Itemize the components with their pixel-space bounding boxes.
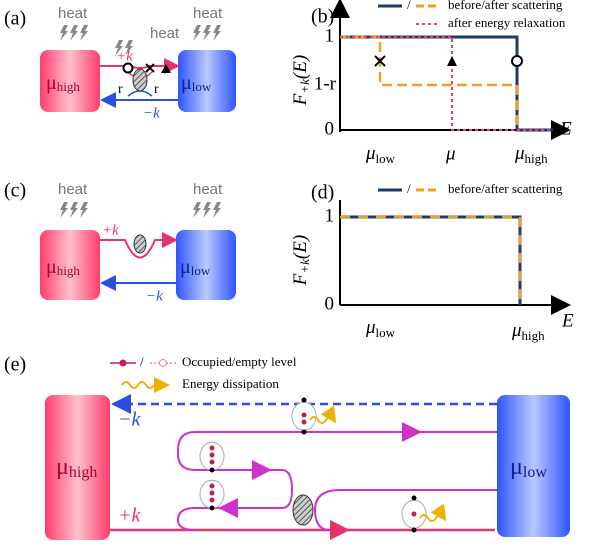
panel-e: (e) / Occupied/empty level Energy dissip… (4, 354, 570, 540)
y-tick-label: 1-r (314, 73, 337, 94)
panel-c: (c) heat heat μhigh μlow +k −k (4, 180, 236, 305)
legend-text: Energy dissipation (182, 376, 279, 391)
panel-a: (a) heat heat heat μhigh μlow +k −k r r (4, 5, 236, 121)
text-part: low (376, 151, 396, 166)
x-tick-label: μhigh (514, 143, 548, 166)
text-part: μ (180, 256, 191, 278)
panel-label: (d) (311, 182, 334, 204)
text-part: (E) (290, 55, 311, 79)
text-part: high (522, 328, 546, 343)
text-part: low (376, 325, 396, 340)
text-part: low (191, 263, 211, 278)
forward-label: +k (116, 48, 133, 64)
text-part: low (523, 464, 547, 481)
backward-label: −k (118, 409, 141, 431)
y-tick-label: 0 (325, 293, 335, 314)
text-part: high (57, 263, 81, 278)
text-part: low (192, 79, 212, 94)
text-part: high (69, 464, 97, 481)
legend-separator: / (140, 354, 144, 369)
panel-label: (e) (4, 354, 26, 376)
y-axis-label: F+k(E) (290, 55, 312, 106)
legend-text: before/after scattering (448, 0, 563, 12)
x-tick-label: μhigh (511, 320, 545, 343)
y-axis-label: F+k(E) (290, 235, 312, 286)
figure: (a) heat heat heat μhigh μlow +k −k r r … (0, 0, 600, 544)
text-part: μ (181, 72, 192, 94)
heat-label: heat (193, 5, 223, 22)
panel-b: (b) / before/after scattering after ener… (290, 0, 572, 166)
text-part: +k (297, 259, 312, 274)
legend-text: after energy relaxation (448, 15, 566, 30)
text-part: μ (46, 256, 57, 278)
backward-label: −k (146, 288, 163, 304)
x-tick-label: μlow (365, 143, 396, 166)
legend-text: before/after scattering (448, 181, 563, 196)
text-part: μ (56, 454, 69, 480)
panel-label: (b) (311, 6, 334, 28)
legend-text: Occupied/empty level (182, 354, 297, 369)
panel-label: (c) (4, 180, 26, 202)
x-axis-label: E (561, 310, 574, 331)
y-tick-label: 1 (325, 25, 335, 46)
forward-label: +k (118, 505, 141, 527)
text-part: F (290, 273, 311, 286)
panel-label: (a) (4, 8, 26, 30)
text-part: μ (511, 320, 522, 341)
legend-separator: / (407, 0, 411, 12)
y-tick-label: 1 (325, 205, 335, 226)
x-axis-label: E (559, 118, 572, 139)
x-tick-label: μlow (365, 317, 396, 340)
text-part: μ (46, 72, 57, 94)
x-tick-label: μ (445, 143, 456, 164)
text-part: μ (514, 143, 525, 164)
heat-label: heat (150, 25, 180, 42)
text-part: +k (297, 79, 312, 94)
y-tick-label: 0 (325, 118, 335, 139)
text-part: high (525, 151, 549, 166)
text-part: (E) (290, 235, 311, 259)
text-part: μ (365, 143, 376, 164)
text-part: μ (510, 454, 523, 480)
text-part: F (290, 93, 311, 106)
backward-label: −k (143, 105, 160, 121)
text-part: high (57, 79, 81, 94)
panel-d: (d) / before/after scattering 1 0 F+k(E)… (290, 181, 574, 343)
heat-label: heat (193, 181, 223, 198)
heat-label: heat (58, 5, 88, 22)
reflection-label: r (118, 82, 123, 97)
text-part: μ (365, 317, 376, 338)
legend-separator: / (407, 181, 411, 196)
forward-label: +k (102, 222, 119, 238)
reflection-label: r (154, 82, 159, 97)
heat-label: heat (58, 181, 88, 198)
